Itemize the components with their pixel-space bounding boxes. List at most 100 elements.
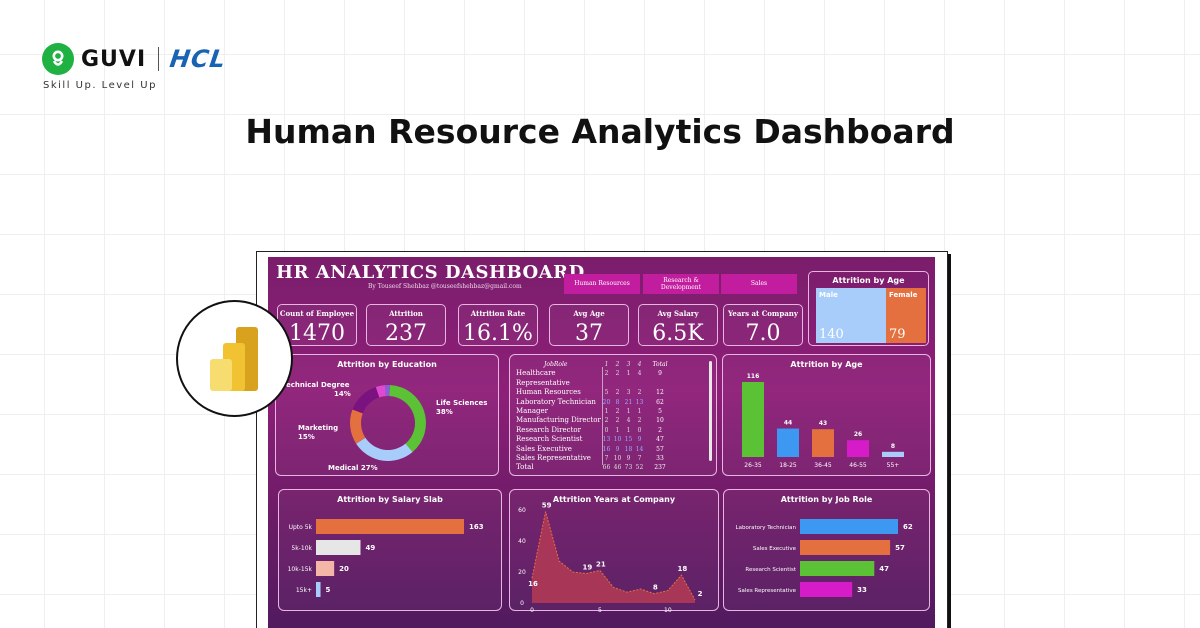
- education-label: Marketing: [298, 424, 338, 432]
- age-tick-label: 55+: [887, 462, 900, 469]
- years-point-label: 21: [596, 560, 606, 568]
- table-total-row: Total 66 46 73 52 237: [516, 463, 706, 472]
- job-count-cell: 21: [624, 398, 633, 406]
- education-slice: [385, 385, 390, 397]
- brand-divider: [158, 47, 160, 71]
- job-count-cell: 1: [604, 407, 609, 415]
- job-count-cell: 3: [626, 361, 631, 368]
- education-title: Attrition by Education: [337, 360, 437, 369]
- job-role-cell: Total: [516, 463, 534, 472]
- salary-bar-value: 163: [469, 523, 484, 531]
- job-count-cell: 5: [604, 389, 609, 397]
- age-bar-value: 8: [891, 443, 895, 450]
- years-y-tick: 60: [518, 507, 526, 514]
- job-count-cell: 2: [615, 389, 620, 397]
- age-bar: [742, 382, 764, 457]
- job-total-cell: 47: [656, 436, 664, 444]
- education-pct: 15%: [298, 433, 315, 441]
- age-bar-value: 43: [819, 420, 827, 427]
- male-label: Male: [819, 291, 838, 299]
- job-total-cell: [645, 379, 675, 388]
- job-count-cell: 2: [615, 407, 620, 415]
- job-role-cell: Manager: [516, 406, 548, 415]
- table-header-row: JobRole 1 2 3 4 Total: [516, 360, 706, 369]
- job-count-cell: 2: [604, 370, 609, 378]
- power-bi-badge: [176, 300, 293, 417]
- table-row: Research Scientist 13 10 15 9 47: [516, 435, 706, 444]
- job-total-cell: 9: [658, 370, 662, 378]
- jobrole-bar: [800, 582, 853, 597]
- jobrole-bar-value: 47: [879, 565, 889, 573]
- years-x-tick: 10: [664, 607, 672, 612]
- jobrole-chart-panel: Attrition by Job Role Laboratory Technic…: [723, 489, 930, 611]
- job-total-cell: 10: [656, 417, 664, 425]
- education-slice: [375, 385, 386, 398]
- job-total-cell: 62: [656, 398, 664, 406]
- job-role-cell: Sales Representative: [516, 453, 591, 462]
- education-label: Medical 27%: [328, 464, 378, 472]
- kpi-value: 7.0: [745, 321, 781, 346]
- years-point-label: 19: [582, 564, 592, 572]
- years-chart-title: Attrition Years at Company: [552, 495, 676, 504]
- education-slice: [389, 385, 426, 452]
- table-row: Healthcare 2 2 1 4 9: [516, 369, 706, 378]
- job-count-cell: 0: [604, 426, 609, 434]
- table-row: Representative: [516, 379, 706, 388]
- age-bar: [847, 440, 869, 457]
- brand-header: GUVI HCL Skill Up. Level Up: [42, 42, 229, 91]
- age-bar: [882, 451, 904, 457]
- jobrole-bar-value: 62: [903, 523, 913, 531]
- job-count-cell: 1: [626, 370, 631, 378]
- jobrole-chart-title: Attrition by Job Role: [780, 495, 873, 504]
- job-role-cell: Sales Executive: [516, 444, 572, 453]
- salary-bar-chart: Upto 5k 163 5k-10k 49 10k-15k 20 15k+ 5: [288, 519, 484, 597]
- job-count-cell: 8: [615, 398, 620, 406]
- kpi-label: Count of Employee: [279, 309, 355, 318]
- age-bar: [812, 429, 834, 457]
- job-count-cell: 9: [637, 436, 642, 444]
- job-total-cell: Total: [652, 361, 668, 368]
- job-count-cell: 14: [635, 445, 644, 453]
- education-slice: [356, 437, 413, 461]
- dashboard-frame: HR ANALYTICS DASHBOARD By Touseef Shehba…: [256, 251, 948, 628]
- salary-chart-title: Attrition by Salary Slab: [337, 495, 443, 504]
- job-count-cell: 3: [626, 389, 631, 397]
- years-y-tick: 0: [520, 600, 524, 607]
- age-bar-chart: 116 26-35 44 18-25 43 36-45 26 46-55 8 55+: [742, 373, 904, 469]
- table-row: Manager 1 2 1 1 5: [516, 407, 706, 416]
- years-chart-panel: Attrition Years at Company 0 20 40 60 0 5 10 16…: [509, 489, 719, 612]
- job-role-cell: Representative: [516, 378, 570, 387]
- kpi-value: 6.5K: [652, 321, 704, 346]
- gender-attrition-card: Attrition by Age Male 140 Female 79: [808, 271, 929, 346]
- job-count-cell: 66: [602, 464, 611, 472]
- dept-button-sales[interactable]: Sales: [721, 274, 797, 294]
- job-role-table-panel: JobRole 1 2 3 4 Total Healthcare 2 2 1 4 9 Represent…: [509, 354, 717, 476]
- gender-card-title: Attrition by Age: [832, 276, 905, 285]
- job-count-cell: 16: [602, 445, 611, 453]
- age-bar-value: 44: [784, 420, 792, 427]
- age-tick-label: 26-35: [744, 462, 762, 469]
- job-count-cell: 13: [602, 436, 611, 444]
- job-count-cell: 18: [624, 445, 633, 453]
- jobrole-bar-value: 33: [857, 586, 867, 594]
- hcl-logo: HCL: [168, 45, 229, 73]
- job-total-cell: 2: [658, 426, 662, 434]
- job-count-cell: 4: [626, 417, 631, 425]
- job-count-cell: 1: [637, 407, 642, 415]
- page-title: Human Resource Analytics Dashboard: [245, 112, 955, 151]
- kpi-card-avg-age: Avg Age 37: [549, 304, 629, 346]
- job-count-cell: 9: [626, 454, 631, 462]
- kpi-label: Years at Company: [728, 309, 798, 318]
- dept-button-rnd[interactable]: Research & Development: [643, 274, 719, 294]
- female-tile[interactable]: Female 79: [886, 288, 926, 343]
- male-tile[interactable]: Male 140: [816, 288, 886, 343]
- table-scrollbar[interactable]: [709, 361, 712, 461]
- years-y-tick: 20: [518, 569, 526, 576]
- table-row: Manufacturing Director 2 2 4 2 10: [516, 416, 706, 425]
- dept-button-hr[interactable]: Human Resources: [564, 274, 640, 294]
- years-area: [532, 511, 695, 603]
- age-tick-label: 46-55: [849, 462, 867, 469]
- table-row: Sales Executive 16 9 18 14 57: [516, 445, 706, 454]
- kpi-value: 1470: [289, 321, 345, 346]
